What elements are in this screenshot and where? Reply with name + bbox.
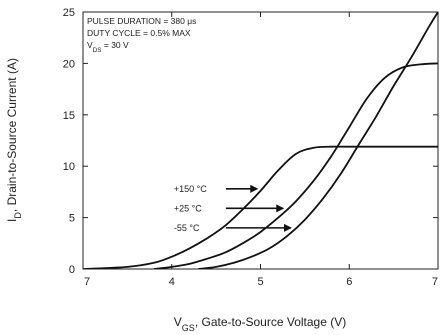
arrow-head-0: [250, 184, 259, 193]
y-tick-label: 10: [63, 161, 75, 173]
series-layer: [83, 12, 438, 269]
x-tick-label: 7: [432, 276, 438, 288]
x-tick-label: 4: [169, 276, 175, 288]
condition-note: PULSE DURATION = 380 μs: [87, 16, 196, 26]
x-tick-label: 6: [346, 276, 352, 288]
y-tick-label: 0: [69, 264, 75, 276]
y-tick-label: 5: [69, 213, 75, 225]
y-tick-label: 25: [63, 7, 75, 19]
arrow-head-2: [284, 223, 292, 232]
plot-frame: [82, 11, 439, 270]
series-line-2: [198, 12, 438, 269]
series-labels: +150 °C +25 °C -55 °C: [174, 184, 292, 233]
y-tick-label: 20: [63, 58, 75, 70]
arrow-head-1: [276, 204, 285, 213]
condition-note: VDS = 30 V: [87, 40, 129, 54]
series-line-0: [83, 145, 438, 269]
y-axis-title: ID, Drain-to-Source Current (A): [5, 58, 23, 222]
x-tick-label: 7: [84, 276, 90, 288]
conditions-notes: PULSE DURATION = 380 μs DUTY CYCLE = 0.5%…: [87, 16, 196, 54]
x-axis-ticks: 7 4 5 6 7: [82, 12, 439, 288]
series-label-0: +150 °C: [174, 184, 207, 194]
series-line-1: [153, 62, 438, 269]
x-axis-title: VGS, Gate-to-Source Voltage (V): [174, 315, 346, 333]
series-label-1: +25 °C: [174, 203, 202, 213]
y-tick-label: 15: [63, 110, 75, 122]
condition-note: DUTY CYCLE = 0.5% MAX: [87, 28, 191, 38]
series-label-2: -55 °C: [174, 223, 200, 233]
x-tick-label: 5: [257, 276, 263, 288]
